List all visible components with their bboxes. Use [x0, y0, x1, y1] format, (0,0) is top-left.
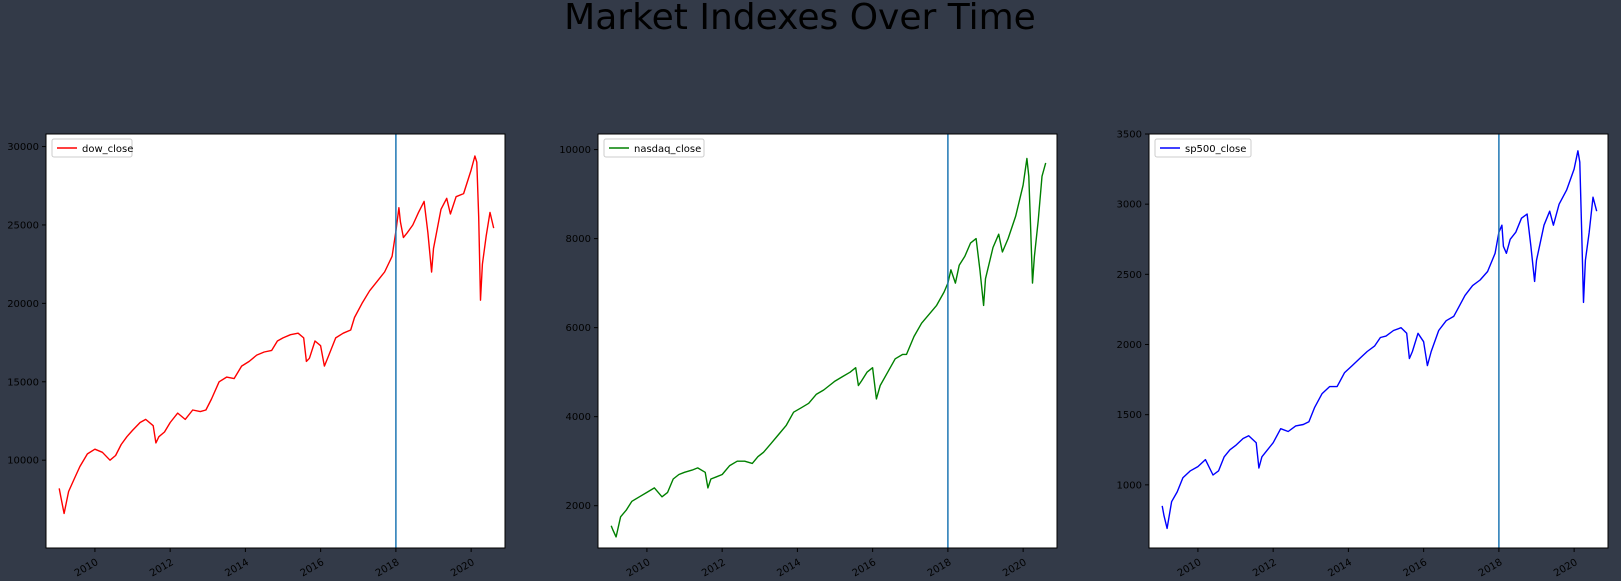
dow-plot-area [46, 134, 505, 548]
nasdaq-legend-label: nasdaq_close [634, 144, 701, 155]
sp500-series-line [1161, 150, 1598, 530]
sp500-y-tick-label: 3000 [1117, 200, 1142, 211]
dow-y-tick-label: 10000 [7, 456, 39, 467]
sp500-x-tick-label: 2012 [1251, 557, 1279, 579]
dow-series-line [58, 155, 495, 515]
nasdaq-x-tick-label: 2010 [625, 557, 653, 579]
sp500-y-tick-label: 2500 [1117, 270, 1142, 281]
sp500-axes-frame [1148, 133, 1609, 549]
sp500-y-tick-label: 1500 [1117, 410, 1142, 421]
dow-axes-frame [45, 133, 506, 549]
nasdaq-legend-box [603, 138, 705, 158]
dow-y-tick-label: 15000 [7, 377, 39, 388]
sp500-x-tick-label: 2020 [1552, 557, 1580, 579]
nasdaq-x-tick-label: 2014 [775, 557, 803, 579]
nasdaq-y-tick-label: 6000 [566, 323, 591, 334]
sp500-y-tick-label: 3500 [1117, 130, 1142, 141]
nasdaq-y-tick-label: 10000 [559, 145, 591, 156]
figure-title: Market Indexes Over Time [564, 0, 1036, 38]
sp500-x-tick-label: 2018 [1477, 557, 1505, 579]
sp500-y-tick-label: 1000 [1117, 480, 1142, 491]
dow-y-tick-label: 20000 [7, 299, 39, 310]
dow-x-tick-label: 2018 [374, 557, 402, 579]
dow-y-tick-label: 30000 [7, 142, 39, 153]
sp500-legend-label: sp500_close [1185, 144, 1246, 155]
sp500-y-tick-label: 2000 [1117, 340, 1142, 351]
nasdaq-axes-frame [597, 133, 1058, 549]
nasdaq-chart: 2000 4000 6000 8000 10000 2010 2012 2014 2016 201… [559, 133, 1058, 579]
nasdaq-x-tick-label: 2018 [926, 557, 954, 579]
nasdaq-y-tick-label: 4000 [566, 412, 591, 423]
nasdaq-y-tick-label: 2000 [566, 501, 591, 512]
nasdaq-x-tick-label: 2012 [700, 557, 728, 579]
dow-x-tick-label: 2016 [299, 557, 327, 579]
nasdaq-y-tick-label: 8000 [566, 234, 591, 245]
dow-x-tick-label: 2012 [148, 557, 176, 579]
dow-legend-box [51, 138, 133, 158]
nasdaq-x-tick-label: 2020 [1001, 557, 1029, 579]
sp500-x-tick-label: 2010 [1176, 557, 1204, 579]
dow-legend-label: dow_close [82, 144, 133, 155]
nasdaq-series-line [610, 157, 1047, 538]
sp500-chart: 1000 1500 2000 2500 3000 3500 2010 2012 2014 2016… [1117, 130, 1609, 579]
dow-chart: 10000 15000 20000 25000 30000 2010 2012 2014 201… [7, 133, 506, 579]
dow-x-tick-label: 2020 [449, 557, 477, 579]
sp500-x-tick-label: 2016 [1402, 557, 1430, 579]
dow-x-tick-label: 2010 [73, 557, 101, 579]
sp500-x-tick-label: 2014 [1326, 557, 1354, 579]
nasdaq-plot-area [598, 134, 1057, 548]
sp500-legend-box [1154, 138, 1252, 158]
dow-x-tick-label: 2014 [223, 557, 251, 579]
nasdaq-x-tick-label: 2016 [851, 557, 879, 579]
dow-y-tick-label: 25000 [7, 220, 39, 231]
